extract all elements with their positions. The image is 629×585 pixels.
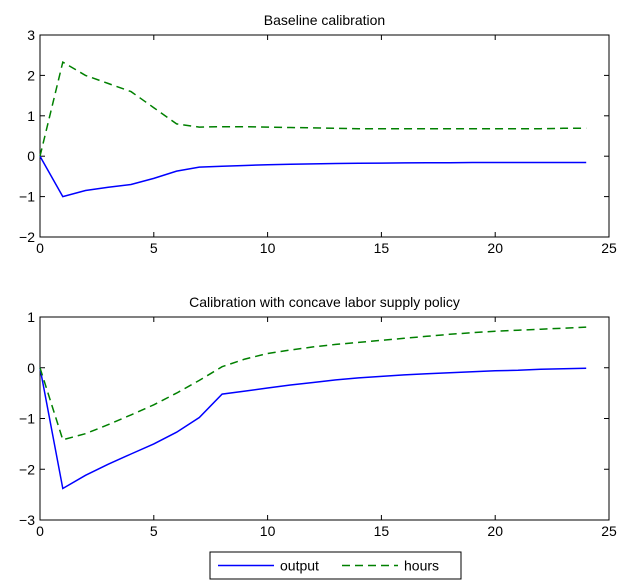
axes-box (39, 316, 610, 521)
x-tick-label: 10 (260, 523, 276, 539)
y-tick-label: 1 (27, 108, 35, 124)
y-tick-label: 1 (27, 309, 35, 325)
x-tick-label: 10 (260, 240, 276, 256)
x-tick-label: 5 (150, 523, 158, 539)
y-tick-label: −2 (19, 461, 35, 477)
axes-box (39, 34, 610, 238)
x-tick-label: 0 (36, 240, 44, 256)
chart-title: Baseline calibration (264, 12, 385, 28)
series-line-output (39, 367, 587, 490)
y-tick-label: −1 (19, 411, 35, 427)
y-tick-label: −2 (19, 229, 35, 245)
x-tick-label: 20 (487, 240, 503, 256)
plot-concave: Calibration with concave labor supply po… (19, 294, 617, 539)
y-tick-label: 3 (27, 27, 35, 43)
legend: output hours (209, 551, 462, 580)
x-tick-label: 25 (601, 240, 617, 256)
x-tick-label: 5 (150, 240, 158, 256)
chart-title: Calibration with concave labor supply po… (189, 294, 460, 310)
x-tick-label: 0 (36, 523, 44, 539)
series-line-output (39, 155, 587, 198)
y-tick-label: 0 (27, 360, 35, 376)
y-tick-label: −3 (19, 512, 35, 528)
y-tick-label: 0 (27, 148, 35, 164)
x-tick-label: 25 (601, 523, 617, 539)
y-tick-label: −1 (19, 189, 35, 205)
series-line-hours (39, 326, 587, 441)
plot-baseline: Baseline calibration 0 5 10 15 20 25 −2 −1 0 1 2 3 (19, 12, 617, 256)
y-tick-label: 2 (27, 67, 35, 83)
series-line-hours (39, 60, 587, 157)
legend-label-output: output (280, 558, 319, 574)
x-tick-label: 15 (374, 523, 390, 539)
legend-label-hours: hours (404, 558, 439, 574)
x-tick-label: 15 (374, 240, 390, 256)
x-tick-label: 20 (487, 523, 503, 539)
